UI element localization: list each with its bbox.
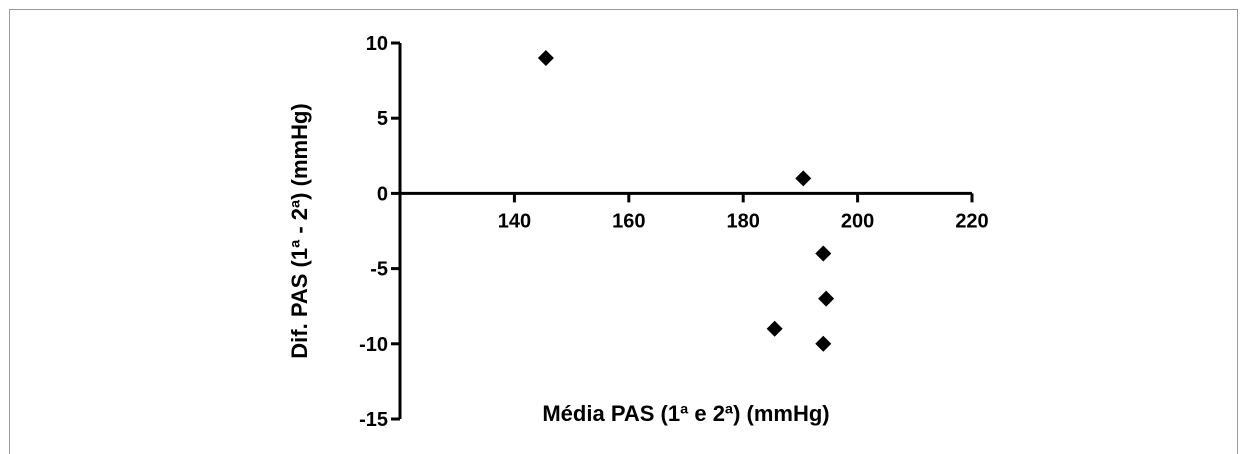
axes: [398, 43, 972, 419]
ticks: [391, 41, 974, 421]
y-tick-label: -10: [359, 334, 388, 356]
y-tick-label: -5: [370, 259, 388, 281]
x-tick-label: 140: [498, 210, 531, 232]
y-tick-label: 5: [377, 108, 388, 130]
data-points: [537, 50, 835, 352]
figure-frame: [9, 9, 1238, 454]
data-point: [766, 320, 783, 337]
x-tick-label: 200: [841, 210, 874, 232]
data-point: [815, 335, 832, 352]
data-point: [537, 50, 554, 67]
x-axis-title: Média PAS (1ª e 2ª) (mmHg): [542, 401, 829, 426]
data-point: [818, 290, 835, 307]
y-tick-label: 10: [366, 33, 388, 55]
x-tick-label: 220: [955, 210, 988, 232]
y-tick-label: 0: [377, 183, 388, 205]
x-tick-label: 160: [612, 210, 645, 232]
y-tick-label: -15: [359, 409, 388, 431]
x-tick-label: 180: [727, 210, 760, 232]
tick-labels: 10 5 0 -5 -10 -15 140 160 180 200 220: [359, 33, 989, 431]
data-point: [815, 245, 832, 262]
y-axis-title: Dif. PAS (1ª - 2ª) (mmHg): [287, 103, 312, 358]
data-point: [795, 170, 812, 187]
